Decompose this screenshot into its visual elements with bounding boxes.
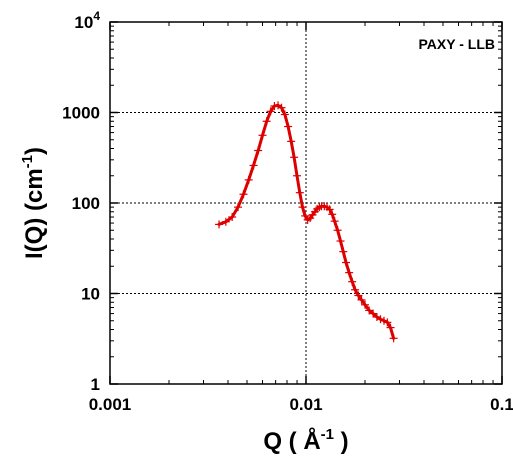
data-point xyxy=(269,110,272,113)
annotation-label: PAXY - LLB xyxy=(419,36,496,52)
y-tick-label: 1000 xyxy=(62,104,100,123)
data-point xyxy=(292,156,296,159)
data-point xyxy=(325,205,329,209)
data-point xyxy=(353,288,357,291)
data-point xyxy=(298,191,302,194)
grid-lines xyxy=(110,22,502,384)
data-point xyxy=(230,215,234,219)
x-axis-title-end: ) xyxy=(334,428,349,455)
y-axis-title-end: ) xyxy=(21,147,48,155)
data-point xyxy=(308,216,312,220)
data-point xyxy=(371,312,375,315)
x-axis-title-base: Q ( Å xyxy=(263,427,320,455)
y-axis-title-exponent: -1 xyxy=(19,155,36,168)
data-series xyxy=(215,101,398,343)
data-point xyxy=(311,213,314,217)
data-point xyxy=(280,106,283,109)
data-point xyxy=(382,319,386,322)
y-axis-title: I(Q) (cm-1) xyxy=(19,147,48,259)
data-point xyxy=(313,210,317,213)
data-point xyxy=(344,261,348,264)
data-point xyxy=(306,218,309,222)
data-point xyxy=(363,303,367,307)
data-point xyxy=(217,223,221,226)
data-point xyxy=(333,219,336,223)
data-point xyxy=(389,326,392,329)
data-point xyxy=(336,229,339,232)
data-point xyxy=(379,318,382,321)
x-tick-label: 0.1 xyxy=(490,395,513,414)
data-point xyxy=(242,193,245,196)
y-tick-label: 100 xyxy=(72,194,100,213)
data-point xyxy=(276,104,280,107)
data-point xyxy=(339,239,342,243)
data-point xyxy=(375,315,379,319)
data-point xyxy=(357,294,360,297)
data-point xyxy=(303,214,307,218)
x-tick-label: 0.001 xyxy=(89,395,132,414)
data-point xyxy=(350,280,354,283)
y-tick-label-base: 100 xyxy=(72,194,100,213)
data-point xyxy=(347,271,351,274)
plot-frame xyxy=(109,21,503,385)
x-axis-title-exponent: -1 xyxy=(321,426,334,443)
data-point xyxy=(265,120,268,123)
y-tick-label: 104 xyxy=(74,9,100,32)
data-point xyxy=(252,164,255,167)
y-tick-label-base: 10 xyxy=(81,285,100,304)
x-axis-title: Q ( Å-1 ) xyxy=(263,426,348,455)
data-point xyxy=(261,134,264,137)
data-point xyxy=(256,149,260,152)
data-point xyxy=(236,205,240,209)
x-tick-label: 0.01 xyxy=(289,395,322,414)
series-line xyxy=(217,103,396,340)
data-point xyxy=(289,140,293,143)
y-tick-label-base: 10 xyxy=(74,13,93,32)
data-point xyxy=(315,207,319,211)
y-tick-label: 1 xyxy=(91,375,100,394)
y-axis-title-base: I(Q) (cm xyxy=(21,168,48,259)
data-point xyxy=(301,205,304,209)
data-point xyxy=(386,321,389,324)
y-tick-label-base: 1000 xyxy=(62,104,100,123)
data-point xyxy=(328,208,331,211)
data-point xyxy=(283,113,287,116)
y-tick-label-exponent: 4 xyxy=(93,9,100,23)
data-point xyxy=(367,309,371,312)
x-tick-labels: 0.001 0.01 0.1 xyxy=(89,395,513,414)
data-point xyxy=(360,298,363,302)
data-point xyxy=(224,220,228,223)
data-point xyxy=(295,174,299,177)
data-point xyxy=(286,125,290,128)
data-point xyxy=(330,213,334,216)
data-point xyxy=(342,250,345,253)
data-point xyxy=(247,178,250,182)
y-tick-label: 10 xyxy=(81,285,100,304)
data-point xyxy=(392,337,395,340)
y-tick-label-base: 1 xyxy=(91,375,100,394)
